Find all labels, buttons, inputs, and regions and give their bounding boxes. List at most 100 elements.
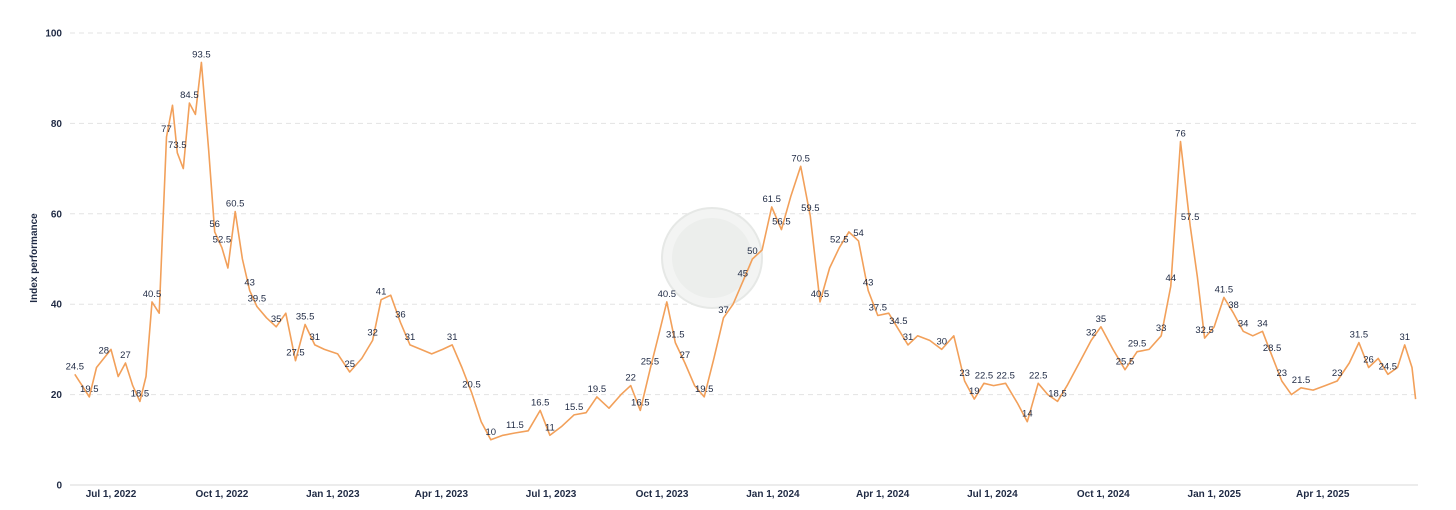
data-label: 34 (1238, 318, 1249, 329)
x-tick-label: Jan 1, 2025 (1188, 489, 1242, 500)
x-tick-label: Jul 1, 2022 (86, 489, 137, 500)
data-label: 57.5 (1181, 212, 1200, 223)
data-label: 33 (1156, 323, 1167, 334)
data-label: 59.5 (801, 203, 820, 214)
x-tick-label: Oct 1, 2024 (1077, 489, 1130, 500)
y-tick-label: 40 (51, 300, 63, 311)
data-label: 18.5 (1048, 388, 1067, 399)
data-label: 26 (1363, 354, 1374, 365)
data-label: 14 (1022, 409, 1033, 420)
data-label: 31 (309, 332, 320, 343)
x-tick-label: Jul 1, 2024 (967, 489, 1018, 500)
data-label: 11.5 (506, 420, 524, 431)
data-label: 16.5 (531, 397, 550, 408)
x-tick-label: Oct 1, 2023 (636, 489, 689, 500)
data-label: 31.5 (1350, 330, 1369, 341)
series-line (74, 61, 1417, 441)
data-label: 32 (1086, 327, 1097, 338)
data-label: 22.5 (1029, 370, 1048, 381)
data-label: 27 (120, 350, 131, 361)
data-label: 23 (1276, 368, 1287, 379)
data-label: 35.5 (296, 312, 315, 323)
data-label: 23 (959, 368, 970, 379)
data-label: 31 (447, 332, 458, 343)
data-label: 50 (747, 246, 758, 257)
data-label: 34.5 (889, 316, 908, 327)
data-label: 38 (1228, 300, 1239, 311)
data-label: 41 (376, 287, 387, 298)
data-label: 31 (903, 332, 914, 343)
data-label: 61.5 (762, 194, 781, 205)
data-label: 27.5 (286, 348, 305, 359)
y-tick-label: 60 (51, 209, 63, 220)
data-label: 76 (1175, 128, 1186, 139)
data-label: 32.5 (1195, 325, 1214, 336)
gridlines (70, 32, 1418, 396)
data-label: 28.5 (1263, 343, 1282, 354)
data-label: 24.5 (1379, 361, 1398, 372)
data-label: 25.5 (641, 357, 660, 368)
data-label: 18.5 (131, 388, 150, 399)
data-labels: 24.5 19.5 28 27 18.5 40.5 77 73.5 84.5 93.5 56 52.5… (66, 49, 1410, 437)
data-label: 52.5 (213, 235, 232, 246)
data-label: 31 (1399, 332, 1410, 343)
data-label: 32 (367, 327, 378, 338)
data-label: 60.5 (226, 199, 245, 210)
data-label: 37 (718, 305, 729, 316)
data-label: 24.5 (66, 361, 85, 372)
data-label: 22.5 (996, 370, 1015, 381)
data-label: 56.5 (772, 217, 791, 228)
data-label: 39.5 (248, 293, 267, 304)
data-label: 35 (271, 314, 282, 325)
data-label: 40.5 (658, 289, 677, 300)
data-label: 70.5 (791, 153, 810, 164)
data-label: 43 (863, 278, 874, 289)
y-tick-label: 80 (51, 119, 63, 130)
x-tick-label: Jan 1, 2023 (306, 489, 360, 500)
data-label: 11 (545, 422, 555, 433)
data-label: 21.5 (1292, 375, 1311, 386)
data-label: 31.5 (666, 330, 685, 341)
watermark (661, 207, 763, 309)
data-label: 19.5 (695, 384, 714, 395)
data-label: 54 (853, 228, 864, 239)
x-tick-label: Jul 1, 2023 (526, 489, 577, 500)
data-label: 41.5 (1215, 284, 1234, 295)
data-label: 28 (98, 345, 109, 356)
data-label: 40.5 (811, 289, 830, 300)
data-label: 52.5 (830, 235, 849, 246)
data-label: 29.5 (1128, 339, 1147, 350)
data-label: 25.5 (1116, 357, 1135, 368)
data-label: 27 (680, 350, 691, 361)
x-tick-label: Jan 1, 2024 (746, 489, 800, 500)
data-label: 36 (395, 309, 406, 320)
data-label: 16.5 (631, 397, 650, 408)
data-label: 10 (486, 427, 497, 438)
data-label: 20.5 (462, 379, 481, 390)
data-label: 30 (936, 336, 947, 347)
data-label: 93.5 (192, 49, 211, 60)
y-axis-title: Index performance (29, 213, 40, 303)
data-label: 43 (244, 278, 255, 289)
data-label: 73.5 (168, 140, 187, 151)
data-label: 35 (1096, 314, 1107, 325)
data-label: 56 (209, 219, 220, 230)
data-label: 22 (625, 373, 636, 384)
data-label: 19.5 (588, 384, 607, 395)
data-label: 40.5 (143, 289, 162, 300)
y-tick-label: 20 (51, 390, 63, 401)
data-label: 19 (969, 386, 980, 397)
watermark-inner (672, 218, 752, 298)
data-label: 84.5 (180, 90, 199, 101)
x-tick-label: Apr 1, 2025 (1296, 489, 1350, 500)
x-axis: Jul 1, 2022 Oct 1, 2022 Jan 1, 2023 Apr 1, … (70, 484, 1418, 500)
y-tick-label: 0 (56, 481, 62, 492)
data-label: 19.5 (80, 384, 99, 395)
x-tick-label: Apr 1, 2024 (856, 489, 910, 500)
y-axis: 0 20 40 60 80 100 (45, 29, 62, 492)
data-label: 45 (738, 269, 749, 280)
data-label: 37.5 (869, 303, 888, 314)
y-tick-label: 100 (45, 29, 62, 40)
data-label: 44 (1166, 273, 1177, 284)
